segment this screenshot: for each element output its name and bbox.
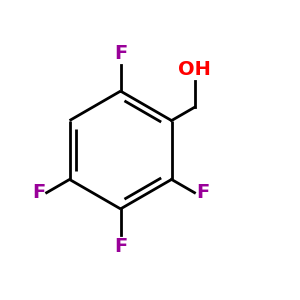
Text: F: F	[32, 183, 45, 202]
Text: F: F	[114, 44, 127, 63]
Text: OH: OH	[178, 60, 211, 79]
Text: F: F	[114, 237, 127, 256]
Text: F: F	[196, 183, 209, 202]
